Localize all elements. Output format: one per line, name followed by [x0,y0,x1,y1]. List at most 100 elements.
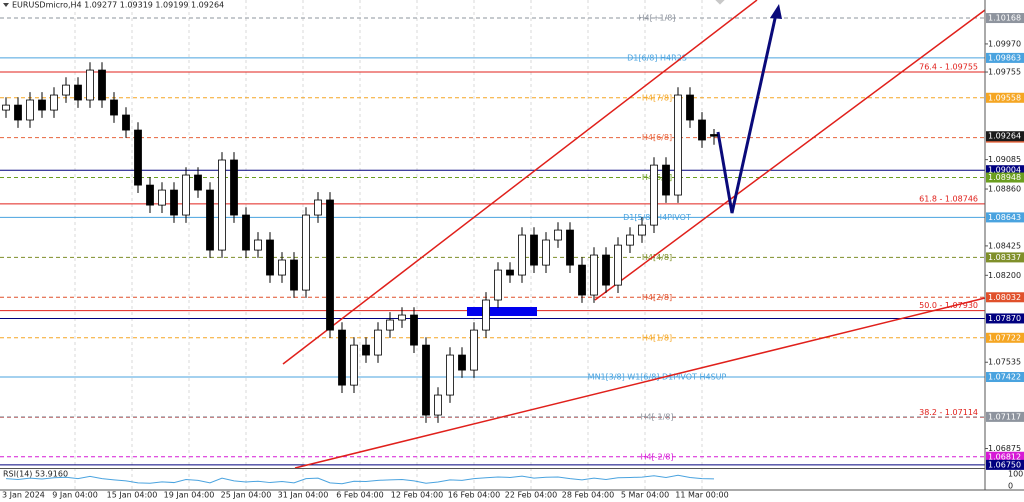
candle-body [710,134,718,137]
candle-body [446,354,454,396]
candle-body [110,99,118,116]
level-label: MN1[3/8] W1[6/8] D1PIVOT H4SUP [588,373,727,382]
price-axis: 1.09970 1.09755 1.09085 1.08860 1.08425 1.082… [0,0,1024,491]
candle-body [74,84,82,101]
level-label: 50.0 - 1.07930 [919,301,978,310]
candle-body [278,259,286,276]
rsi-tick-label: 100 [1008,470,1023,479]
x-tick-label: 5 Mar 04:00 [621,491,669,500]
y-tick-label: 1.07535 [988,358,1021,367]
level-label: H4[4/8] [642,253,672,262]
candle-body [122,114,130,131]
price-box-label: 1.08337 [988,253,1021,262]
candle-body [590,254,598,296]
channel-upper [282,0,758,365]
y-tick-label: 1.09755 [988,68,1021,77]
candle-body [386,319,394,331]
x-tick-label: 19 Jan 04:00 [164,491,215,500]
rsi-label: RSI(14) 53.9160 [3,470,68,479]
price-box-label: 1.09558 [988,93,1021,102]
level-label: D1[6/8] H4R2S [627,53,687,62]
candle-body [158,189,166,206]
candle-body [338,329,346,386]
channel-lower [594,9,986,301]
x-tick-label: 15 Jan 04:00 [107,491,158,500]
x-tick-label: 3 Jan 2024 [2,491,45,500]
x-tick-label: 16 Feb 04:00 [448,491,500,500]
candle-body [290,259,298,291]
candle-body [26,99,34,121]
candle-body [302,214,310,291]
y-tick-label: 1.09085 [988,155,1021,164]
price-box-label: 1.06812 [988,452,1021,461]
forecast-arrow [716,13,778,214]
x-tick-label: 22 Feb 04:00 [505,491,557,500]
x-tick-label: 11 Mar 00:00 [675,491,728,500]
price-box-label: 1.07722 [988,333,1021,342]
candle-body [398,314,406,321]
price-box [986,212,1024,223]
x-tick-label: 9 Jan 04:00 [52,491,98,500]
y-tick-label: 1.08425 [988,241,1021,250]
candle-body [230,159,238,216]
x-tick-label: 6 Feb 04:00 [336,491,383,500]
candle-body [674,94,682,196]
candle-body [314,199,322,216]
level-label: H4[-2/8] [640,452,673,461]
level-label: H4[6/8] [642,133,672,142]
candle-body [698,119,706,141]
candle-body [458,354,466,371]
candle-body [506,269,514,276]
x-tick-label: 31 Jan 04:00 [278,491,329,500]
grid [74,0,703,490]
price-box [986,332,1024,343]
candle-body [530,234,538,266]
current-price-label: 1.09264 [988,132,1021,141]
candle-body [206,189,214,251]
candle-body [362,344,370,356]
candle-body [182,174,190,216]
candle-body [638,224,646,236]
level-label: H4[2/8] [642,293,672,302]
candle-body [326,199,334,331]
level-label: 38.2 - 1.07114 [919,408,978,417]
zone [467,307,537,316]
candle-body [410,314,418,346]
price-box [986,52,1024,63]
candle-body [422,344,430,416]
candle-body [518,234,526,276]
candle-body [146,184,154,206]
price-box [986,451,1024,462]
chart-title: EURUSDmicro,H4 1.09277 1.09319 1.09199 1… [12,1,224,10]
candle-body [374,329,382,356]
price-box-label: 1.10168 [988,14,1021,23]
candle-body [266,239,274,276]
price-box [986,165,1024,176]
price-box [986,292,1024,303]
drawings [282,0,986,469]
price-box-label: 1.07117 [988,412,1021,421]
candle-body [542,239,550,266]
price-box [986,313,1024,324]
candle-body [554,229,562,241]
price-box-label: 1.09004 [988,166,1021,175]
candle-body [134,129,142,186]
candle-body [62,84,70,96]
candle-body [98,69,106,101]
price-box-label: 1.08948 [988,173,1021,182]
price-box [986,459,1024,470]
price-box [986,252,1024,263]
candle-body [614,244,622,286]
level-label: H4[-1/8] [640,412,673,421]
candle-body [686,94,694,121]
y-tick-label: 1.09970 [988,39,1021,48]
arrow-head [770,4,782,19]
price-box [986,92,1024,103]
y-tick-label: 1.08200 [988,271,1021,280]
price-box-label: 1.07870 [988,314,1021,323]
candles [2,62,718,423]
price-box [986,372,1024,383]
candle-body [14,104,22,121]
